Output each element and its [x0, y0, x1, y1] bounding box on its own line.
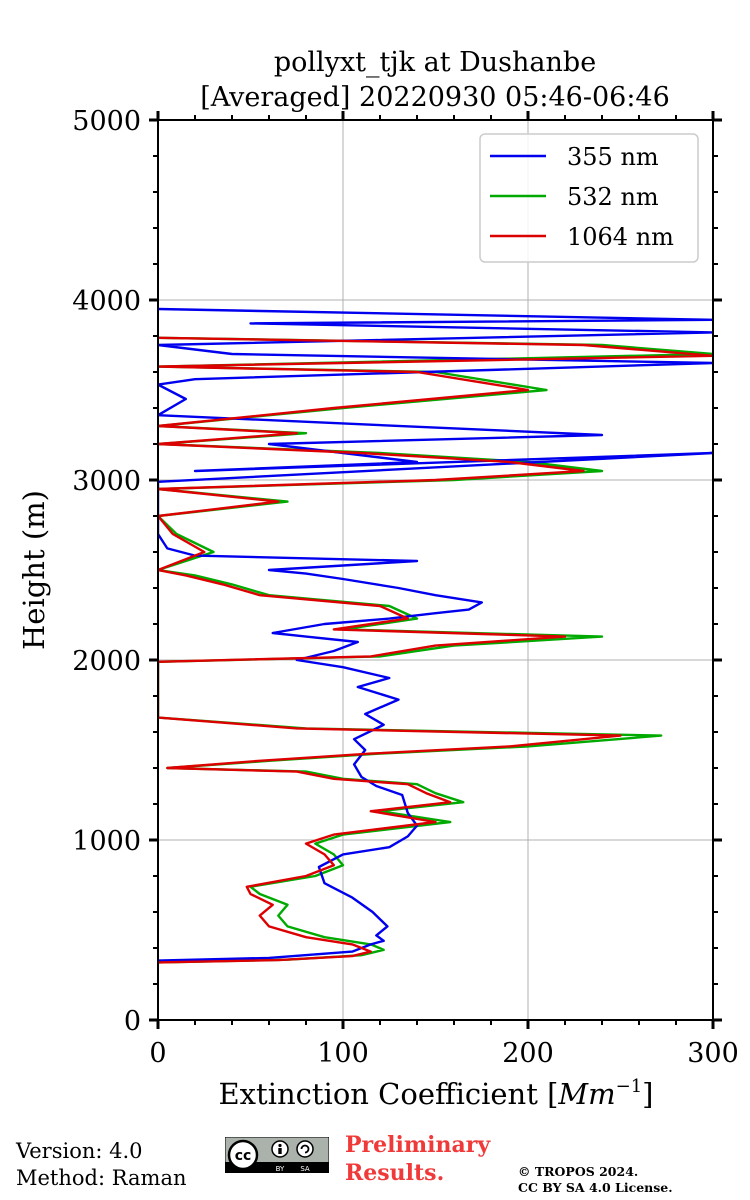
y-tick-label-2000: 2000: [72, 646, 141, 677]
legend: 355 nm 532 nm 1064 nm: [480, 134, 698, 262]
legend-label-1064: 1064 nm: [567, 223, 674, 251]
preliminary-results-notice: Preliminary Results.: [345, 1131, 490, 1187]
x-axis-label: Extinction Coefficient [Mm−1]: [219, 1076, 654, 1111]
preliminary-line-2: Results.: [345, 1159, 490, 1187]
method-text: Method: Raman: [16, 1165, 187, 1192]
attribution-icon-head: [278, 1144, 281, 1147]
badge-sa-text: SA: [300, 1165, 310, 1173]
cc-icon-text: cc: [235, 1148, 252, 1164]
chart-title-line-1: pollyxt_tjk at Dushanbe: [274, 47, 596, 78]
badge-by-text: BY: [276, 1165, 285, 1173]
y-tick-label-0: 0: [124, 1006, 141, 1037]
copyright-notice: © TROPOS 2024. CC BY SA 4.0 License.: [518, 1164, 673, 1196]
legend-label-355: 355 nm: [567, 143, 659, 171]
chart-root: pollyxt_tjk at Dushanbe [Averaged] 20220…: [0, 0, 750, 1200]
copyright-line-1: © TROPOS 2024.: [518, 1164, 673, 1180]
version-info: Version: 4.0 Method: Raman: [16, 1138, 187, 1192]
share-alike-icon: [297, 1141, 313, 1157]
x-tick-label-300: 300: [687, 1038, 739, 1069]
y-tick-label-5000: 5000: [72, 106, 141, 137]
series-line-1064-nm: [158, 338, 713, 963]
cc-license-badge: cc BY SA: [225, 1137, 329, 1173]
series-line-355-nm: [158, 309, 713, 961]
x-tick-label-100: 100: [317, 1038, 369, 1069]
y-axis-label: Height (m): [17, 490, 51, 650]
x-tick-labels: 0 100 200 300: [149, 1038, 738, 1069]
preliminary-line-1: Preliminary: [345, 1131, 490, 1159]
y-tick-label-4000: 4000: [72, 286, 141, 317]
chart-title-line-2: [Averaged] 20220930 05:46-06:46: [200, 82, 670, 113]
y-tick-label-1000: 1000: [72, 826, 141, 857]
version-text: Version: 4.0: [16, 1138, 187, 1165]
y-tick-label-3000: 3000: [72, 466, 141, 497]
y-tick-labels: 0 1000 2000 3000 4000 5000: [72, 106, 141, 1037]
attribution-icon-body: [278, 1148, 281, 1154]
copyright-line-2: CC BY SA 4.0 License.: [518, 1180, 673, 1196]
x-tick-label-0: 0: [149, 1038, 166, 1069]
x-tick-label-200: 200: [502, 1038, 554, 1069]
plot-series: [158, 309, 713, 962]
legend-label-532: 532 nm: [567, 183, 659, 211]
